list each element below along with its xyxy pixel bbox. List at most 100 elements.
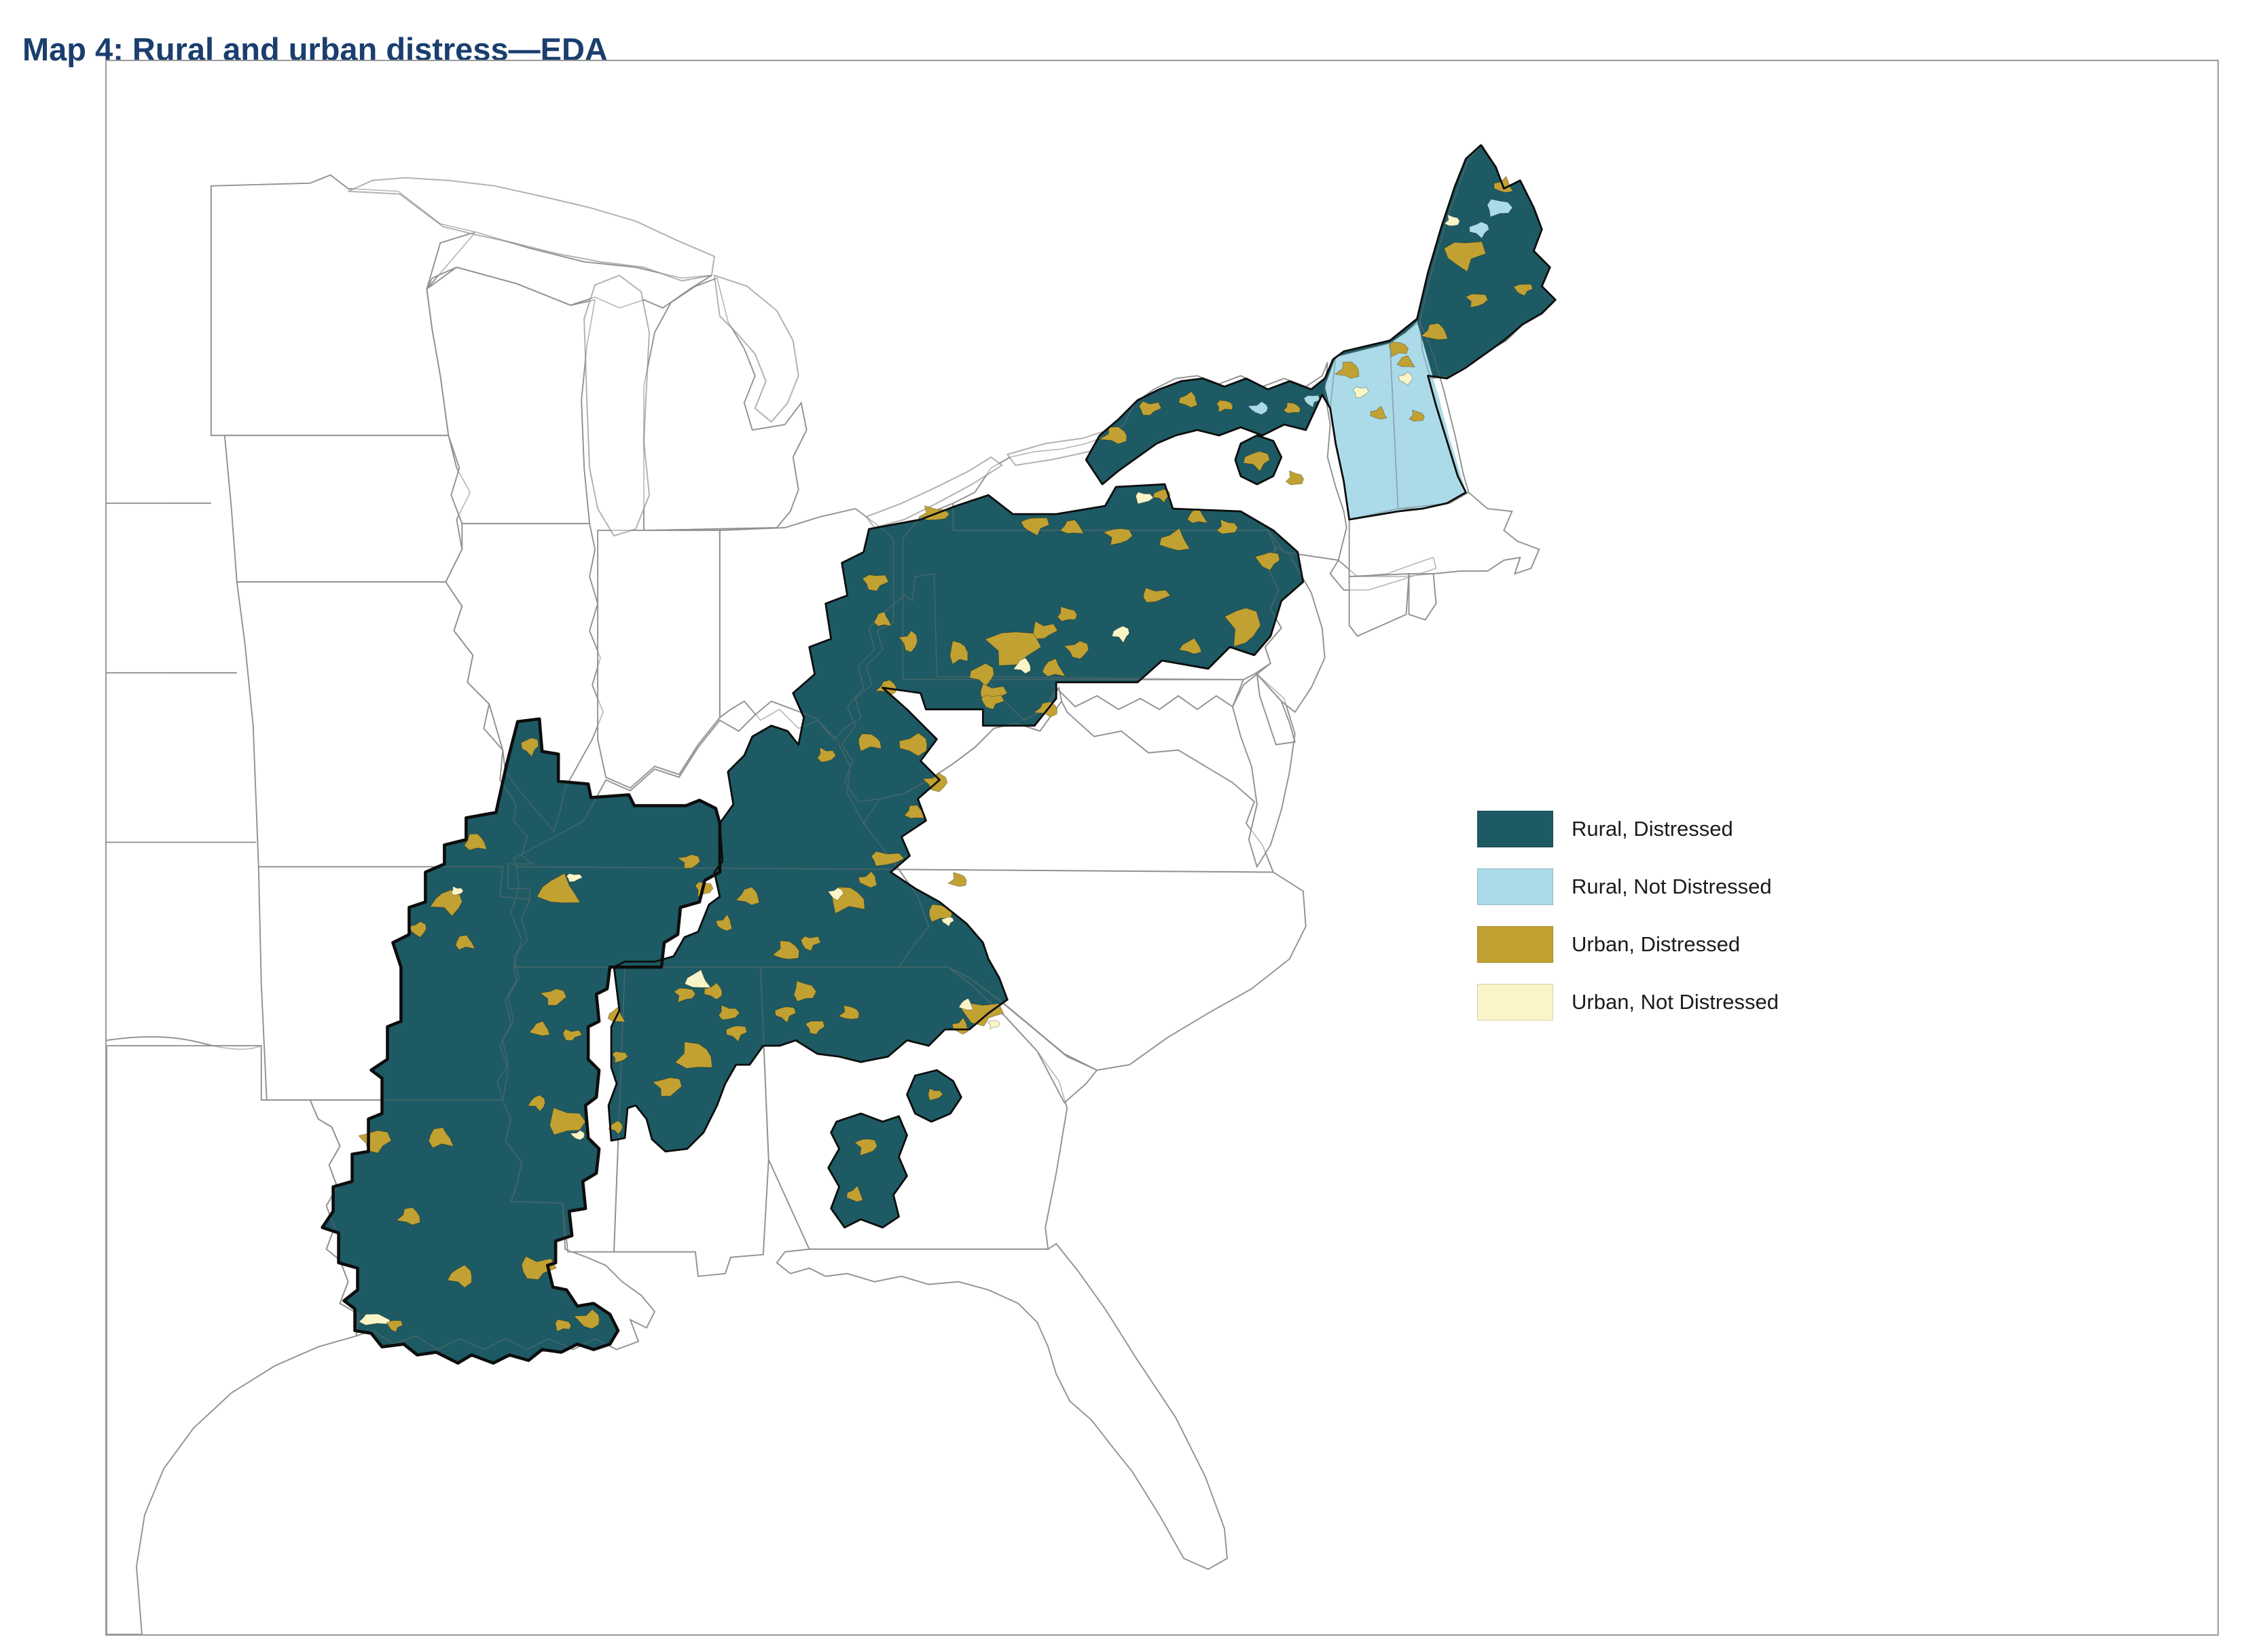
map-patch-urban-distressed bbox=[1493, 175, 1514, 194]
map-patch-urban-distressed bbox=[1254, 551, 1280, 571]
map-patch-urban-distressed bbox=[395, 1207, 420, 1226]
map-patch-urban-distressed bbox=[1063, 640, 1089, 660]
legend-swatch-urban-distressed bbox=[1477, 926, 1553, 963]
map-patch-urban-distressed bbox=[1138, 401, 1162, 416]
lakes-layer bbox=[348, 177, 1144, 537]
map-patch-urban-distressed bbox=[704, 982, 723, 1000]
map-patch-urban-not-distressed bbox=[958, 997, 974, 1011]
map-patch-urban-distressed bbox=[536, 873, 581, 904]
map-patch-urban-distressed bbox=[718, 1004, 740, 1021]
map-patch-urban-not-distressed bbox=[1352, 386, 1369, 399]
map-patch-urban-distressed bbox=[928, 1088, 943, 1101]
map-patch-urban-distressed bbox=[1370, 405, 1388, 420]
map-patch-urban-distressed bbox=[968, 663, 995, 687]
map-patch-urban-distressed bbox=[1032, 621, 1058, 640]
map-patch-urban-distressed bbox=[463, 833, 488, 851]
map-patch-urban-distressed bbox=[1059, 519, 1085, 534]
map-patch-urban-not-distressed bbox=[569, 1130, 585, 1141]
map-patch-urban-distressed bbox=[735, 886, 760, 906]
map-patch-urban-not-distressed bbox=[1111, 625, 1130, 644]
map-patch-urban-not-distressed bbox=[450, 885, 464, 896]
map-patch-urban-distressed bbox=[611, 1050, 629, 1063]
map-patch-urban-not-distressed bbox=[941, 916, 955, 928]
map-patch-urban-distressed bbox=[774, 1006, 797, 1023]
legend-label: Urban, Distressed bbox=[1572, 932, 1741, 956]
map-patch-urban-distressed bbox=[1409, 409, 1425, 422]
map-patch-urban-distressed bbox=[846, 1185, 864, 1203]
map-patch-urban-distressed bbox=[528, 1021, 551, 1037]
map-patch-urban-distressed bbox=[527, 1095, 546, 1112]
map-patch-urban-not-distressed bbox=[1443, 214, 1461, 226]
map-patch-urban-distressed bbox=[549, 1107, 586, 1135]
map-patch-urban-distressed bbox=[903, 805, 925, 819]
map-patch-urban-distressed bbox=[1334, 361, 1360, 379]
map-patch-urban-distressed bbox=[1224, 608, 1261, 647]
map-patch-urban-distressed bbox=[521, 1255, 557, 1281]
lake-superior bbox=[348, 177, 715, 282]
map-patch-urban-distressed bbox=[800, 936, 821, 952]
legend-swatch-rural-distressed bbox=[1477, 811, 1553, 847]
legend-swatch-rural-not-distressed bbox=[1477, 868, 1553, 905]
map-patch-urban-distressed bbox=[793, 980, 817, 1002]
legend-swatch-urban-not-distressed bbox=[1477, 984, 1553, 1021]
legend-item: Rural, Not Distressed bbox=[1477, 868, 1779, 905]
legend-label: Rural, Not Distressed bbox=[1572, 875, 1772, 898]
map-patch-urban-distressed bbox=[1396, 355, 1415, 367]
map-patch-urban-not-distressed bbox=[1398, 371, 1413, 386]
map-patch-urban-distressed bbox=[1243, 451, 1271, 472]
legend-label: Urban, Not Distressed bbox=[1572, 990, 1779, 1014]
map-patch-urban-distressed bbox=[947, 872, 967, 887]
map-patch-urban-not-distressed bbox=[987, 1020, 1000, 1030]
map-patch-urban-distressed bbox=[1057, 606, 1078, 622]
map-patch-urban-distressed bbox=[1465, 293, 1489, 308]
map-patch-urban-distressed bbox=[949, 640, 968, 665]
region-detached-1 bbox=[828, 1113, 907, 1228]
lake-michigan bbox=[583, 274, 650, 537]
map-patch-urban-distressed bbox=[873, 611, 892, 627]
map-patch-urban-distressed bbox=[1098, 426, 1127, 445]
map-patch-urban-distressed bbox=[447, 1264, 473, 1289]
map-patch-urban-not-distressed bbox=[827, 887, 844, 901]
map-patch-urban-distressed bbox=[1102, 528, 1134, 546]
map-patch-urban-distressed bbox=[899, 732, 928, 757]
legend-item: Urban, Distressed bbox=[1477, 926, 1779, 963]
legend-item: Urban, Not Distressed bbox=[1477, 984, 1779, 1021]
map-svg bbox=[107, 144, 1557, 1634]
map-patch-urban-distressed bbox=[386, 1320, 403, 1333]
map-patch-urban-distressed bbox=[1216, 519, 1239, 534]
map-patch-urban-distressed bbox=[1159, 528, 1191, 551]
legend-label: Rural, Distressed bbox=[1572, 817, 1733, 841]
map-patch-urban-distressed bbox=[676, 853, 701, 869]
map-patch-urban-distressed bbox=[854, 1138, 878, 1156]
map-patch-urban-distressed bbox=[981, 694, 1005, 710]
map-patch-urban-distressed bbox=[1512, 284, 1534, 297]
map-patch-urban-not-distressed bbox=[358, 1313, 393, 1326]
map-patch-urban-distressed bbox=[1420, 323, 1449, 340]
map-patch-urban-distressed bbox=[837, 1005, 860, 1020]
map-patch-urban-distressed bbox=[1186, 508, 1208, 524]
map-patch-urban-distressed bbox=[455, 934, 476, 951]
lake-huron bbox=[713, 274, 799, 423]
map-patch-urban-distressed bbox=[652, 1077, 683, 1097]
map-patch-rural-not-distressed bbox=[1303, 394, 1321, 408]
map-patch-urban-not-distressed bbox=[1013, 657, 1031, 674]
map-patch-urban-distressed bbox=[1388, 342, 1409, 358]
map-patch-urban-distressed bbox=[673, 987, 696, 1003]
map-patch-urban-distressed bbox=[562, 1028, 583, 1042]
map-patch-urban-distressed bbox=[357, 1130, 392, 1154]
map-patch-urban-distressed bbox=[1042, 658, 1066, 677]
map-patch-urban-distressed bbox=[898, 630, 918, 653]
map-patch-urban-not-distressed bbox=[566, 873, 583, 883]
map-patch-urban-distressed bbox=[428, 1127, 454, 1149]
legend: Rural, Distressed Rural, Not Distressed … bbox=[1477, 811, 1779, 1021]
map-patch-urban-not-distressed bbox=[684, 969, 712, 989]
lake-erie bbox=[865, 456, 1004, 529]
map-patch-urban-distressed bbox=[555, 1319, 572, 1332]
map-patch-urban-distressed bbox=[1285, 470, 1305, 485]
map-patch-urban-distressed bbox=[725, 1025, 748, 1042]
map-patch-urban-distressed bbox=[858, 733, 882, 752]
map-patch-urban-distressed bbox=[573, 1308, 600, 1329]
map-patch-urban-distressed bbox=[1443, 241, 1487, 272]
map-patch-urban-not-distressed bbox=[1135, 491, 1154, 504]
